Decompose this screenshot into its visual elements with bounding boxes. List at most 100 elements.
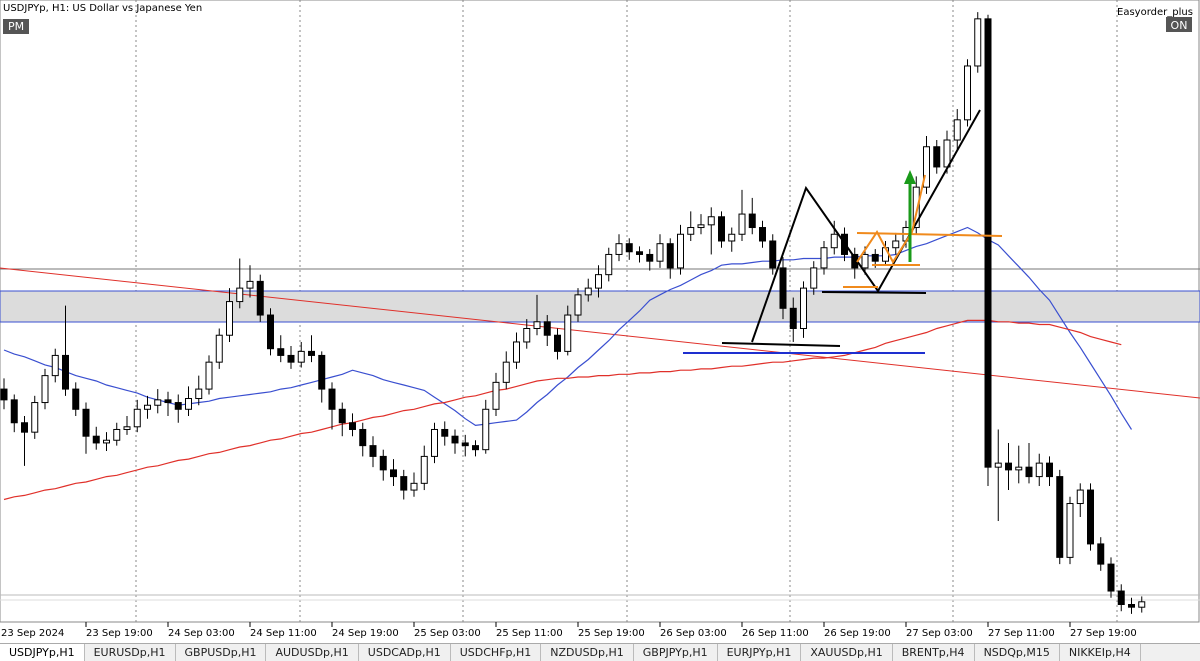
candle-body — [759, 227, 766, 242]
plugin-state[interactable]: ON — [1171, 19, 1188, 32]
arrow-head — [904, 170, 916, 184]
candle-body — [349, 422, 356, 430]
symbol-tab[interactable]: GBPUSDp,H1 — [176, 644, 267, 661]
candle-body — [267, 314, 274, 350]
candle-body — [718, 216, 725, 242]
candle-body — [154, 399, 162, 406]
candle-body — [1117, 590, 1125, 605]
symbol-tab[interactable]: USDJPYp,H1 — [0, 644, 85, 661]
candle-body — [256, 280, 264, 316]
symbol-tab[interactable]: EURUSDp,H1 — [85, 644, 176, 661]
candle-body — [605, 253, 613, 276]
candle-body — [1076, 489, 1084, 505]
candle-body — [1097, 543, 1105, 565]
symbol-tab[interactable]: NSDQp,M15 — [975, 644, 1060, 661]
candle-body — [236, 287, 244, 303]
candle-body — [923, 146, 930, 188]
candle-body — [1107, 563, 1115, 592]
candle-body — [964, 65, 971, 121]
candle-body — [1005, 462, 1012, 471]
candle-body — [769, 240, 777, 269]
symbol-tab[interactable]: XAUUSDp,H1 — [801, 644, 893, 661]
x-tick-label: 23 Sep 2024 — [1, 628, 64, 639]
candle-body — [636, 251, 643, 255]
candle-body — [1015, 466, 1023, 471]
badge — [3, 19, 29, 34]
x-tick-label: 27 Sep 11:00 — [988, 628, 1055, 639]
candle-body — [861, 253, 869, 269]
symbol-tab[interactable]: BRENTp,H4 — [893, 644, 975, 661]
candle-body — [482, 408, 490, 451]
candle-body — [174, 402, 182, 410]
symbol-tab[interactable]: NZDUSDp,H1 — [541, 644, 634, 661]
symbol-tab[interactable]: USDCHFp,H1 — [451, 644, 542, 661]
candle-body — [379, 455, 387, 471]
candle-body — [133, 408, 141, 428]
candle-body — [820, 247, 828, 269]
candle-body — [72, 388, 80, 410]
candle-body — [410, 482, 418, 491]
x-tick-label: 26 Sep 19:00 — [824, 628, 891, 639]
symbol-tab[interactable]: AUDUSDp,H1 — [266, 644, 359, 661]
candle-body — [82, 408, 90, 437]
candle-body — [697, 224, 705, 229]
candle-body — [502, 361, 510, 383]
candle-body — [185, 398, 192, 410]
candle-body — [308, 350, 315, 356]
candle-body — [164, 399, 172, 404]
candle-body — [144, 404, 151, 410]
zigzag — [751, 109, 981, 343]
candle-body — [1128, 603, 1135, 608]
symbol-tab[interactable]: USDCADp,H1 — [359, 644, 451, 661]
candle-body — [41, 375, 49, 404]
candle-body — [277, 348, 285, 356]
candle-body — [1046, 462, 1053, 478]
candle-body — [1066, 503, 1074, 558]
candle-body — [574, 294, 582, 316]
candle-body — [1025, 466, 1033, 478]
candle-body — [246, 280, 254, 289]
candle-body — [564, 314, 572, 352]
candle-body — [625, 243, 633, 253]
candle-body — [1056, 476, 1064, 558]
candle-body — [103, 439, 110, 444]
badge[interactable] — [1166, 17, 1192, 32]
plugin-name: Easyorder_plus — [1117, 7, 1193, 18]
candle-body — [492, 381, 500, 410]
symbol-tabs: USDJPYp,H1 EURUSDp,H1 GBPUSDp,H1 AUDUSDp,H1… — [0, 643, 1200, 661]
candle-body — [338, 408, 346, 424]
candle-body — [205, 361, 213, 390]
candle-body — [431, 428, 438, 457]
x-tick-label: 24 Sep 03:00 — [168, 628, 235, 639]
candle-body — [359, 428, 367, 447]
candle-body — [51, 354, 59, 377]
candle-body — [646, 253, 654, 262]
candle-body — [666, 243, 674, 269]
candle-body — [472, 445, 479, 451]
x-tick-label: 25 Sep 19:00 — [578, 628, 645, 639]
candle-body — [328, 388, 336, 410]
candle-body — [400, 476, 408, 491]
candle-body — [994, 462, 1002, 468]
symbol-tab[interactable]: GBPJPYp,H1 — [634, 644, 718, 661]
neck-line — [721, 342, 841, 347]
candle-body — [195, 388, 203, 400]
symbol-tab[interactable]: NIKKEIp,H4 — [1060, 644, 1141, 661]
x-tick-label: 25 Sep 11:00 — [496, 628, 563, 639]
candle-body — [974, 18, 982, 67]
symbol-tab[interactable]: EURJPYp,H1 — [718, 644, 802, 661]
zone-band — [0, 290, 1200, 323]
x-tick-label: 26 Sep 11:00 — [742, 628, 809, 639]
moving-average — [3, 319, 1122, 501]
candle-body — [830, 233, 838, 249]
x-tick-label: 25 Sep 03:00 — [414, 628, 481, 639]
candle-body — [738, 213, 746, 235]
candle-body — [933, 146, 941, 168]
candle-body — [595, 274, 602, 289]
candle-body — [984, 18, 992, 468]
candle-body — [420, 455, 428, 484]
candle-body — [543, 321, 551, 336]
x-tick-label: 24 Sep 11:00 — [250, 628, 317, 639]
candle-body — [31, 402, 39, 433]
